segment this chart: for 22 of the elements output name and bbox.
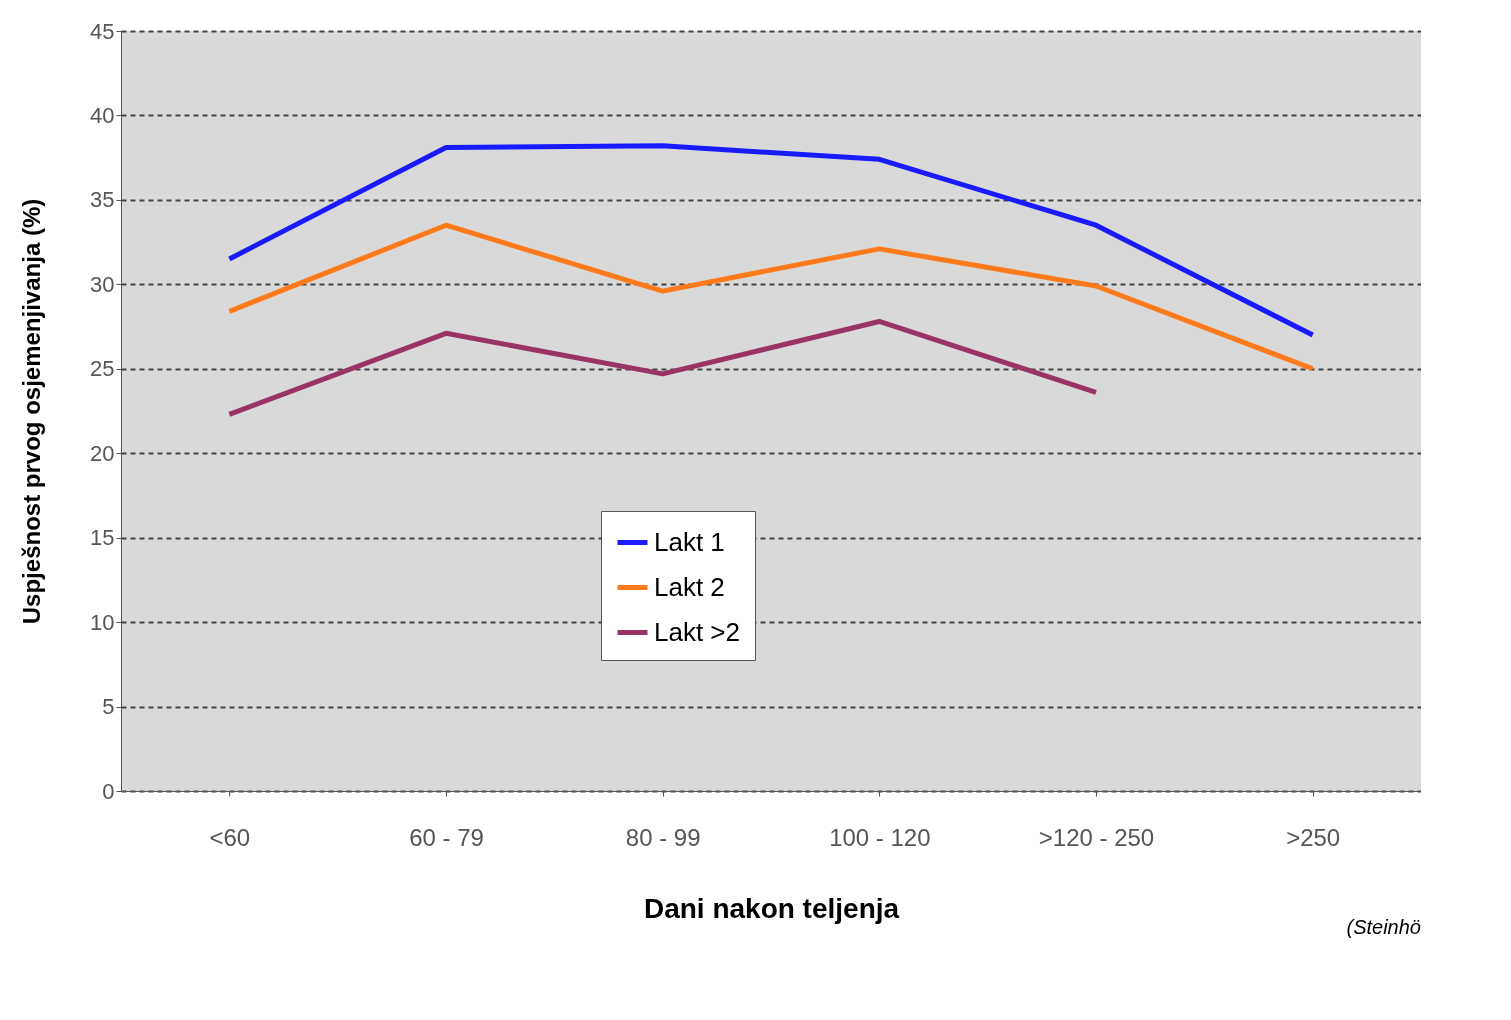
y-tick-label: 30 bbox=[90, 271, 115, 297]
x-tick-label: <60 bbox=[209, 823, 251, 851]
y-tick-label: 45 bbox=[90, 18, 115, 44]
legend-label: Lakt >2 bbox=[654, 616, 741, 647]
y-axis-title: Uspješnost prvog osjemenjivanja (%) bbox=[18, 198, 46, 625]
y-tick-label: 0 bbox=[102, 778, 115, 804]
y-tick-label: 25 bbox=[90, 356, 115, 382]
x-tick-label: 80 - 99 bbox=[625, 823, 701, 851]
x-tick-label: >120 - 250 bbox=[1038, 823, 1155, 851]
y-tick-label: 20 bbox=[90, 440, 115, 466]
y-tick-label: 5 bbox=[102, 694, 115, 720]
y-tick-label: 15 bbox=[90, 525, 115, 551]
x-tick-label: >250 bbox=[1286, 823, 1341, 851]
y-tick-label: 35 bbox=[90, 187, 115, 213]
x-tick-label: 100 - 120 bbox=[829, 823, 931, 851]
legend-label: Lakt 2 bbox=[654, 571, 725, 602]
y-tick-label: 10 bbox=[90, 609, 115, 635]
legend-label: Lakt 1 bbox=[654, 526, 725, 557]
x-tick-label: 60 - 79 bbox=[409, 823, 484, 851]
x-axis-title: Dani nakon teljenja bbox=[643, 892, 900, 924]
y-tick-label: 40 bbox=[90, 102, 115, 128]
text: (Steinhö bbox=[1346, 916, 1421, 938]
